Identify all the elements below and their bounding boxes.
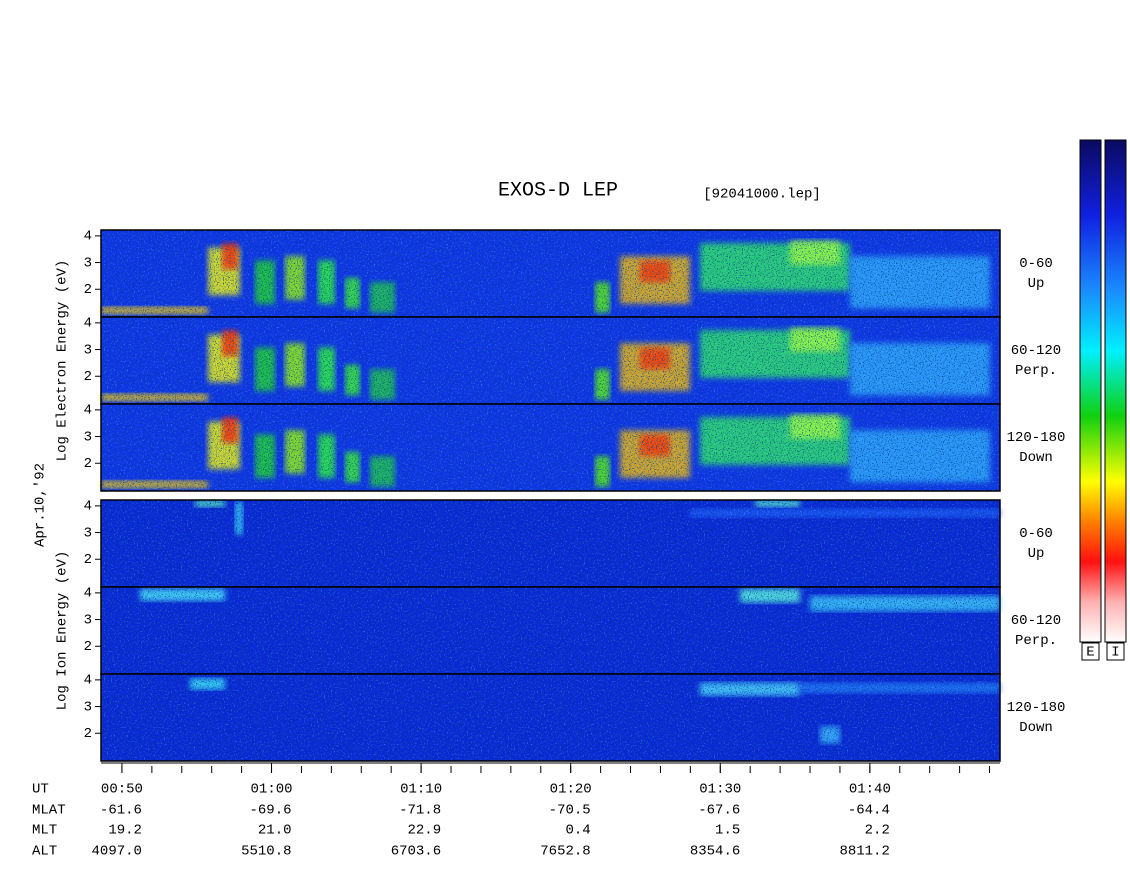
pitch-angle-label: 60-120 (1011, 613, 1061, 629)
orbit-value: 4097.0 (92, 844, 142, 860)
x-tick-label: 01:10 (400, 782, 442, 798)
y-tick-label: 4 (84, 403, 92, 419)
orbit-value: -67.6 (698, 803, 740, 819)
pitch-angle-label: 60-120 (1011, 343, 1061, 359)
spectrogram-noise (101, 587, 1000, 674)
direction-label: Up (1028, 546, 1045, 562)
y-tick-label: 2 (84, 726, 92, 742)
orbit-value: -61.6 (100, 803, 142, 819)
y-tick-label: 3 (84, 525, 92, 541)
orbit-value: 2.2 (865, 823, 890, 839)
file-label: [92041000.lep] (703, 187, 821, 203)
orbit-row-label: MLAT (32, 803, 66, 819)
direction-label: Perp. (1015, 633, 1057, 649)
orbit-value: -69.6 (250, 803, 292, 819)
spectrogram-noise (101, 230, 1000, 317)
panel-frame (100, 403, 1001, 492)
orbit-value: 7652.8 (540, 844, 590, 860)
direction-label: Up (1028, 276, 1045, 292)
colorbar-label-box (1081, 642, 1100, 661)
orbit-value: -71.8 (399, 803, 441, 819)
spectrogram-noise (101, 404, 1000, 491)
pitch-angle-label: 0-60 (1019, 256, 1053, 272)
y-tick-label: 4 (84, 316, 92, 332)
orbit-row-label: UT (32, 782, 49, 798)
orbit-value: 8354.6 (690, 844, 740, 860)
y-axis-label: Log Ion Energy (eV) (55, 551, 71, 711)
y-axis-label: Log Electron Energy (eV) (55, 260, 71, 462)
y-tick-label: 4 (84, 673, 92, 689)
y-tick-label: 4 (84, 229, 92, 245)
y-tick-label: 4 (84, 499, 92, 515)
spectrogram-noise (101, 500, 1000, 587)
orbit-value: -70.5 (549, 803, 591, 819)
x-tick-label: 01:00 (251, 782, 293, 798)
y-tick-label: 2 (84, 369, 92, 385)
y-tick-label: 2 (84, 552, 92, 568)
direction-label: Down (1019, 450, 1053, 466)
colorbar (1079, 139, 1102, 643)
x-tick-label: 01:40 (849, 782, 891, 798)
panel-frame (100, 673, 1001, 762)
spectrogram-noise (101, 317, 1000, 404)
direction-label: Down (1019, 720, 1053, 736)
x-tick-label: 01:30 (699, 782, 741, 798)
spectrogram-noise (101, 674, 1000, 761)
orbit-row-label: MLT (32, 823, 57, 839)
orbit-row-label: ALT (32, 844, 57, 860)
y-tick-label: 2 (84, 639, 92, 655)
y-tick-label: 3 (84, 699, 92, 715)
pitch-angle-label: 0-60 (1019, 526, 1053, 542)
y-tick-label: 3 (84, 255, 92, 271)
pitch-angle-label: 120-180 (1007, 700, 1066, 716)
y-tick-label: 3 (84, 612, 92, 628)
x-tick-label: 01:20 (550, 782, 592, 798)
orbit-value: 21.0 (258, 823, 292, 839)
colorbar (1104, 139, 1127, 643)
colorbar-label: I (1111, 645, 1119, 661)
orbit-value: 1.5 (715, 823, 740, 839)
date-label: Apr.10,'92 (33, 463, 49, 547)
y-tick-label: 2 (84, 282, 92, 298)
orbit-value: 8811.2 (839, 844, 889, 860)
orbit-value: -64.4 (848, 803, 890, 819)
orbit-value: 6703.6 (391, 844, 441, 860)
x-tick-label: 00:50 (101, 782, 143, 798)
colorbar-label-box (1106, 642, 1125, 661)
y-tick-label: 4 (84, 586, 92, 602)
chart-title: EXOS-D LEP (498, 179, 618, 202)
y-tick-label: 2 (84, 456, 92, 472)
pitch-angle-label: 120-180 (1007, 430, 1066, 446)
direction-label: Perp. (1015, 363, 1057, 379)
orbit-value: 0.4 (565, 823, 590, 839)
colorbar-label: E (1086, 645, 1094, 661)
y-tick-label: 3 (84, 342, 92, 358)
orbit-value: 5510.8 (241, 844, 291, 860)
orbit-value: 19.2 (108, 823, 142, 839)
y-tick-label: 3 (84, 429, 92, 445)
orbit-value: 22.9 (408, 823, 442, 839)
